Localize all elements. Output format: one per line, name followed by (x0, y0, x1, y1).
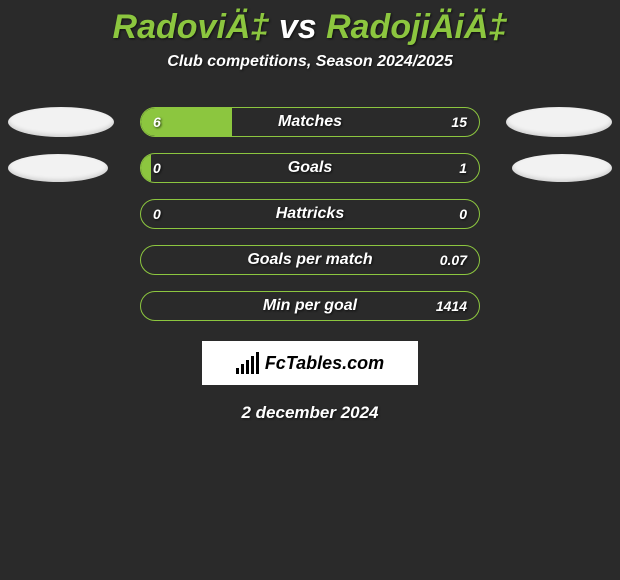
stat-row: Goals per match0.07 (0, 237, 620, 283)
bar-icon-segment (236, 368, 239, 374)
bar-icon-segment (256, 352, 259, 374)
stat-value-right: 1414 (436, 298, 479, 314)
bar-icon-segment (241, 364, 244, 374)
avatar-placeholder (8, 154, 108, 182)
date-text: 2 december 2024 (0, 403, 620, 423)
stat-label: Goals per match (141, 251, 479, 269)
stat-value-right: 0 (459, 206, 479, 222)
stat-value-right: 1 (459, 160, 479, 176)
bar-icon-segment (246, 360, 249, 374)
avatar-placeholder (8, 107, 114, 137)
stat-label: Min per goal (141, 297, 479, 315)
avatar-placeholder (512, 154, 612, 182)
stat-value-right: 15 (451, 114, 479, 130)
title-vs: vs (279, 8, 317, 46)
logo-box: FcTables.com (202, 341, 418, 385)
avatar-placeholder (506, 107, 612, 137)
stat-row: 6Matches15 (0, 99, 620, 145)
stat-label: Matches (141, 113, 479, 131)
stat-label: Goals (141, 159, 479, 177)
stat-bar: 0Goals1 (140, 153, 480, 183)
stat-bar: Min per goal1414 (140, 291, 480, 321)
stat-value-right: 0.07 (440, 252, 479, 268)
title-player-a: RadoviÄ‡ (113, 8, 270, 46)
bar-icon-segment (251, 356, 254, 374)
page-title: RadoviÄ‡ vs RadojiÄiÄ‡ (0, 0, 620, 47)
stats-container: 6Matches150Goals10Hattricks0Goals per ma… (0, 99, 620, 329)
logo-text: FcTables.com (265, 353, 384, 374)
stat-row: 0Goals1 (0, 145, 620, 191)
bar-chart-icon (236, 352, 259, 374)
title-player-b: RadojiÄiÄ‡ (326, 8, 507, 46)
stat-label: Hattricks (141, 205, 479, 223)
stat-bar: 6Matches15 (140, 107, 480, 137)
stat-row: 0Hattricks0 (0, 191, 620, 237)
stat-row: Min per goal1414 (0, 283, 620, 329)
stat-bar: 0Hattricks0 (140, 199, 480, 229)
stat-bar: Goals per match0.07 (140, 245, 480, 275)
subtitle: Club competitions, Season 2024/2025 (0, 53, 620, 71)
